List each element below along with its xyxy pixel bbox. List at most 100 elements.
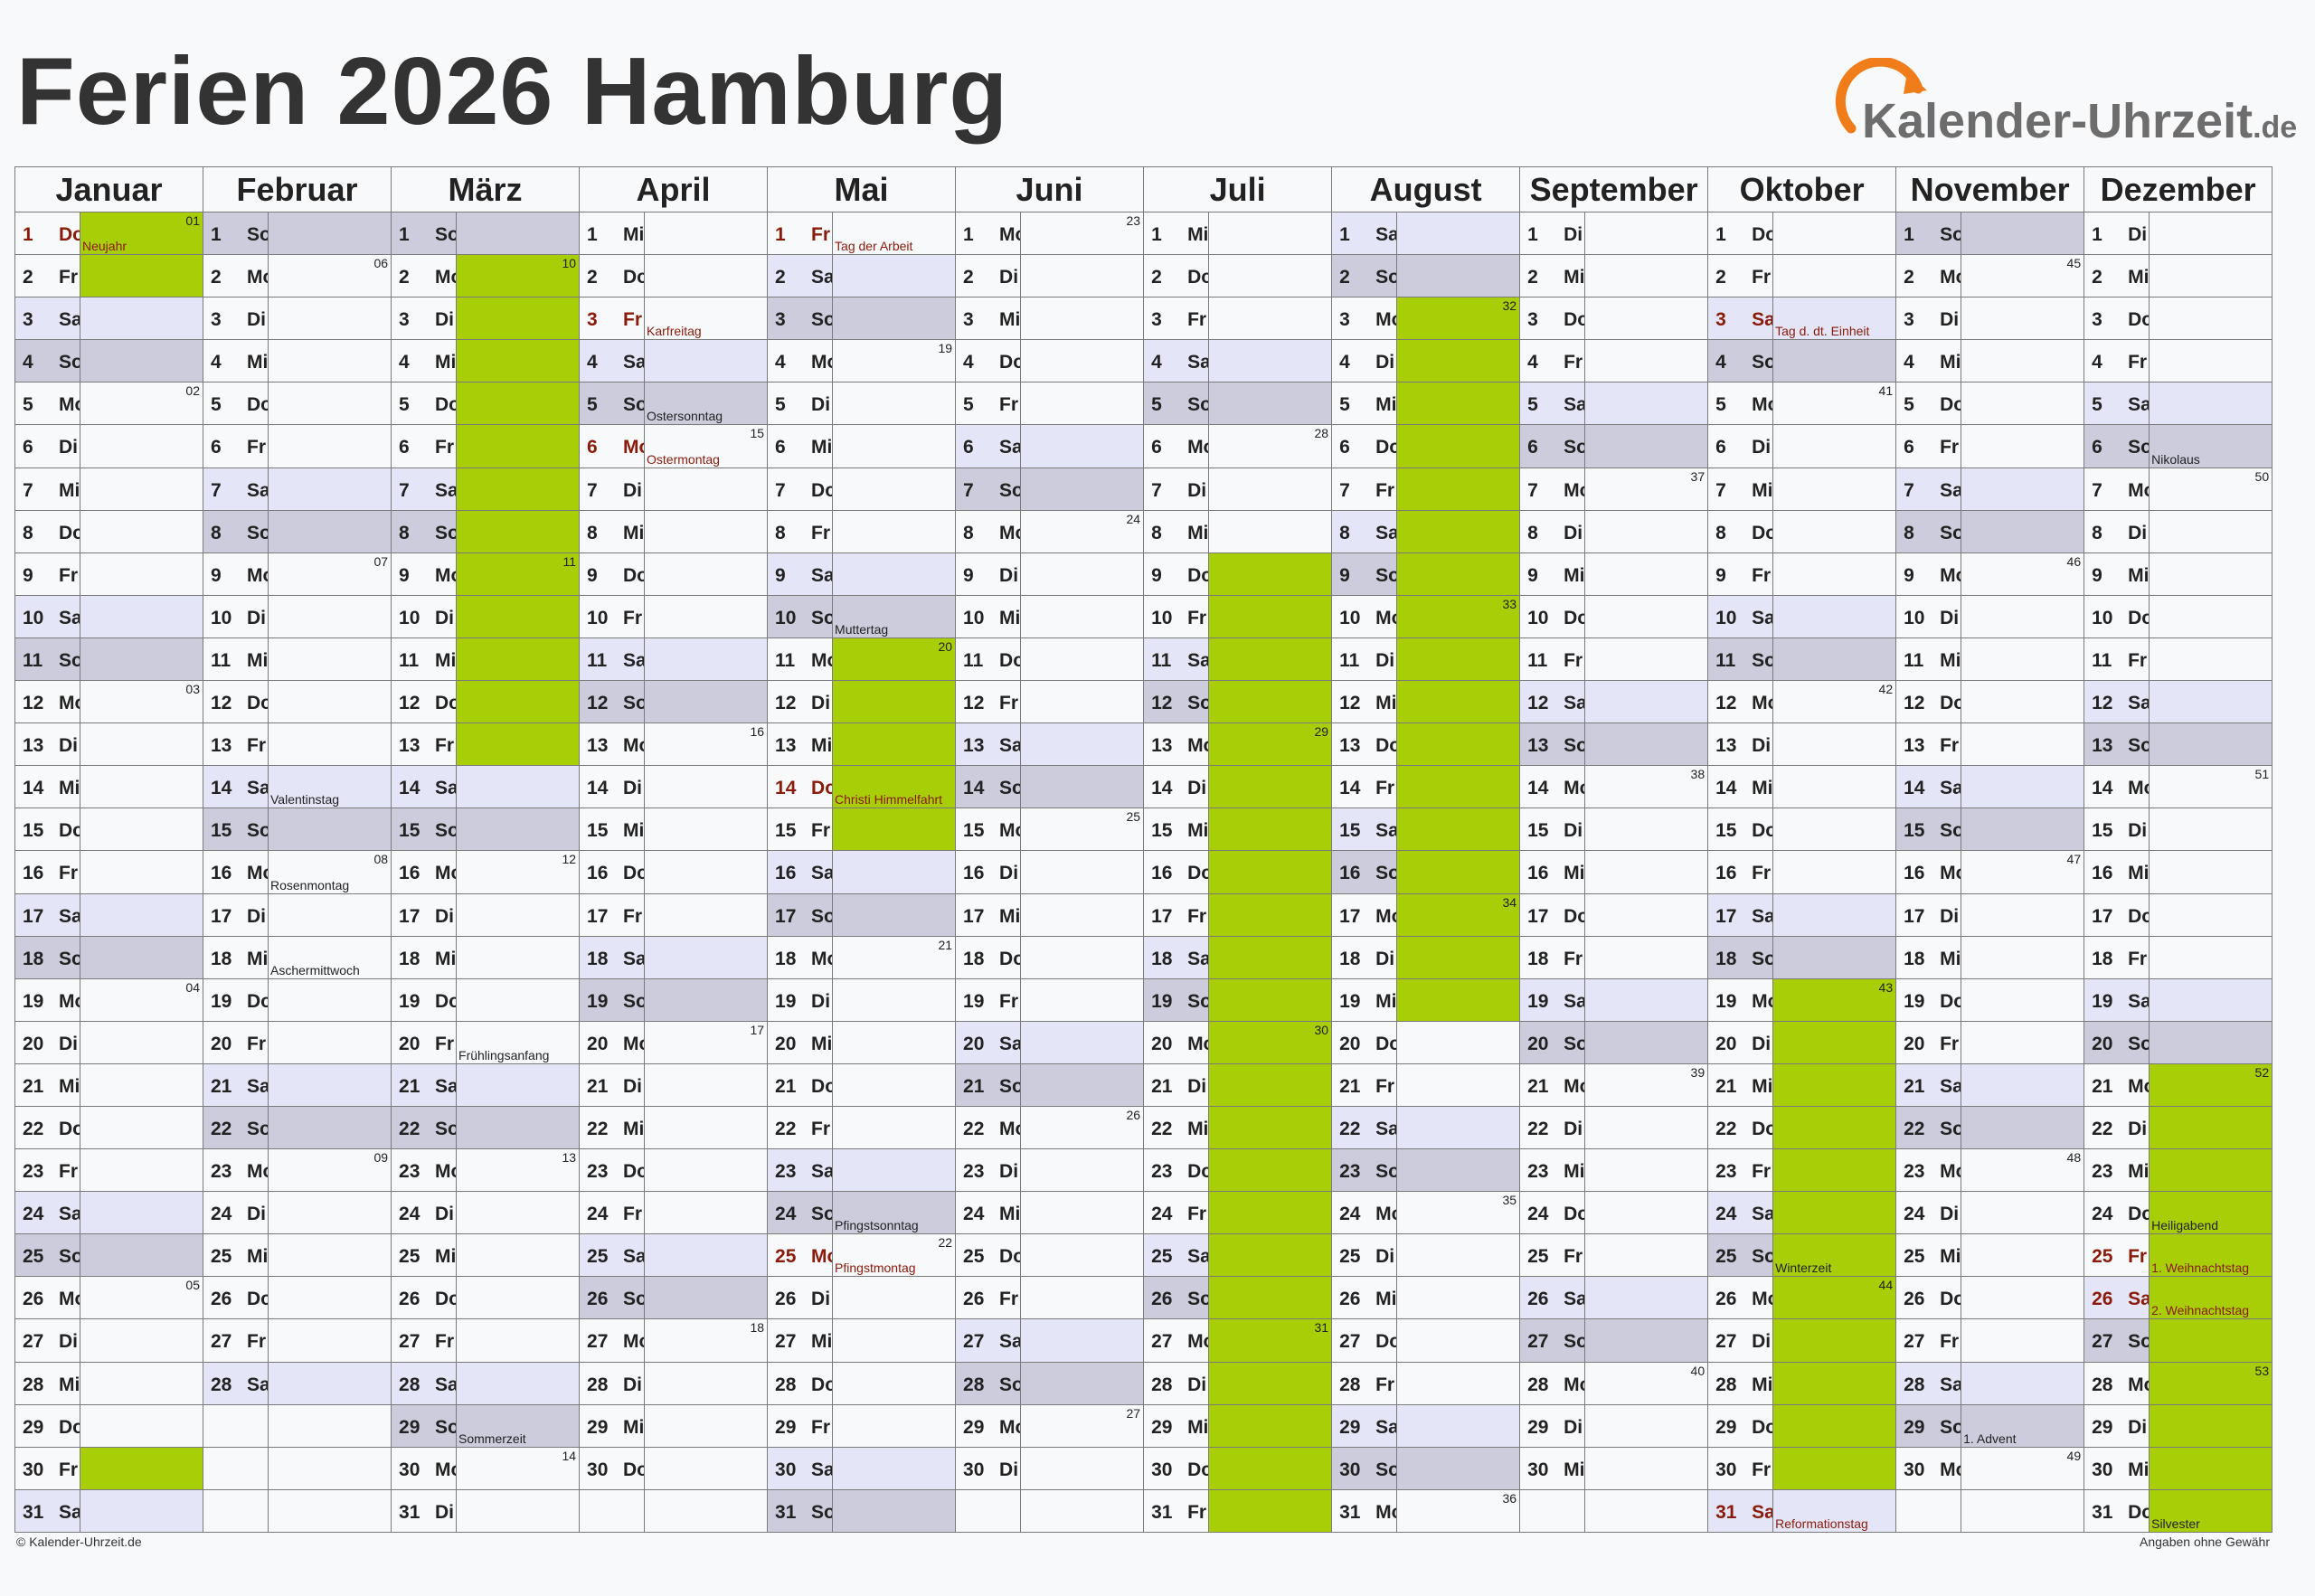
- day-cell[interactable]: 21 Sa: [203, 1062, 269, 1107]
- day-cell[interactable]: 15So: [1895, 807, 1962, 852]
- day-cell[interactable]: 15So: [203, 807, 269, 852]
- day-info-cell[interactable]: [1020, 1446, 1145, 1490]
- day-cell[interactable]: 29Do: [14, 1403, 80, 1448]
- day-info-cell[interactable]: [456, 339, 581, 383]
- day-info-cell[interactable]: 40: [1584, 1361, 1709, 1405]
- day-info-cell[interactable]: [1020, 977, 1145, 1022]
- day-cell[interactable]: 14Mo: [2084, 765, 2150, 809]
- day-cell[interactable]: 18So: [14, 935, 80, 979]
- day-info-cell[interactable]: [1961, 1318, 2085, 1363]
- day-info-cell[interactable]: [456, 1105, 581, 1150]
- day-info-cell[interactable]: 27: [1020, 1403, 1145, 1448]
- day-cell[interactable]: 14 Mi: [14, 765, 80, 809]
- day-cell[interactable]: 7So: [955, 467, 1022, 511]
- day-info-cell[interactable]: [1396, 1276, 1521, 1320]
- day-info-cell[interactable]: [832, 1488, 957, 1534]
- day-cell[interactable]: 14Mo: [1519, 765, 1586, 809]
- day-info-cell[interactable]: [2149, 1403, 2273, 1448]
- day-cell[interactable]: 23 Mi: [2084, 1148, 2150, 1193]
- day-cell[interactable]: 30Mo: [391, 1446, 458, 1490]
- day-cell[interactable]: 28 Mi: [1707, 1361, 1774, 1405]
- day-cell[interactable]: 6 Di: [1707, 424, 1774, 468]
- day-cell[interactable]: 27 Sa: [955, 1318, 1022, 1363]
- day-info-cell[interactable]: 03: [80, 680, 203, 724]
- day-info-cell[interactable]: 35: [1396, 1191, 1521, 1235]
- day-info-cell[interactable]: 13: [456, 1148, 581, 1193]
- day-info-cell[interactable]: [644, 594, 769, 638]
- day-cell[interactable]: 1So: [391, 211, 458, 256]
- day-info-cell[interactable]: [2149, 807, 2273, 852]
- day-info-cell[interactable]: [456, 680, 581, 724]
- day-cell[interactable]: 11 Fr: [1519, 637, 1586, 682]
- day-info-cell[interactable]: [2149, 254, 2273, 298]
- day-cell[interactable]: 5 Fr: [955, 382, 1022, 426]
- day-cell[interactable]: 30Do: [1143, 1446, 1210, 1490]
- day-info-cell[interactable]: [1772, 467, 1897, 511]
- day-cell[interactable]: 31 Di: [391, 1488, 458, 1534]
- day-cell[interactable]: 18 Sa: [1143, 935, 1210, 979]
- day-cell[interactable]: 26Do: [203, 1276, 269, 1320]
- day-info-cell[interactable]: [2149, 722, 2273, 767]
- day-cell[interactable]: 12 Mi: [1331, 680, 1398, 724]
- day-cell[interactable]: 6 Di: [14, 424, 80, 468]
- day-cell[interactable]: 3 Di: [391, 297, 458, 341]
- day-info-cell[interactable]: [1584, 1276, 1709, 1320]
- day-cell[interactable]: 9So: [1331, 552, 1398, 596]
- day-cell[interactable]: 7Mo: [2084, 467, 2150, 511]
- day-cell[interactable]: 11 Sa: [579, 637, 646, 682]
- day-cell[interactable]: 17 Sa: [14, 892, 80, 937]
- day-cell[interactable]: 30 Di: [955, 1446, 1022, 1490]
- day-info-cell[interactable]: [1584, 1318, 1709, 1363]
- day-info-cell[interactable]: 34: [1396, 892, 1521, 937]
- day-info-cell[interactable]: [2149, 977, 2273, 1022]
- day-cell[interactable]: 14 Sa: [1895, 765, 1962, 809]
- day-info-cell[interactable]: 25: [1020, 807, 1145, 852]
- day-cell[interactable]: 31 Sa: [14, 1488, 80, 1534]
- day-info-cell[interactable]: [267, 467, 392, 511]
- day-info-cell[interactable]: [644, 637, 769, 682]
- day-cell[interactable]: 30 Mi: [2084, 1446, 2150, 1490]
- day-cell[interactable]: 31Mo: [1331, 1488, 1398, 1534]
- day-cell[interactable]: 23 Sa: [767, 1148, 834, 1193]
- day-info-cell[interactable]: [1020, 1062, 1145, 1107]
- day-info-cell[interactable]: [1396, 765, 1521, 809]
- day-cell[interactable]: 15 Mi: [579, 807, 646, 852]
- day-info-cell[interactable]: [2149, 594, 2273, 638]
- day-cell[interactable]: 27 Fr: [391, 1318, 458, 1363]
- day-cell[interactable]: 15Do: [14, 807, 80, 852]
- day-cell[interactable]: 30 Mi: [1519, 1446, 1586, 1490]
- day-cell[interactable]: 26Do: [391, 1276, 458, 1320]
- day-info-cell[interactable]: [80, 1062, 203, 1107]
- day-cell[interactable]: 14 Sa: [203, 765, 269, 809]
- day-cell[interactable]: 11Do: [955, 637, 1022, 682]
- day-cell[interactable]: 13 Fr: [391, 722, 458, 767]
- day-cell[interactable]: 31So: [767, 1488, 834, 1534]
- day-info-cell[interactable]: [267, 594, 392, 638]
- day-info-cell[interactable]: [1208, 1446, 1333, 1490]
- day-info-cell[interactable]: [456, 765, 581, 809]
- day-info-cell[interactable]: [1961, 424, 2085, 468]
- day-cell[interactable]: 8Mo: [955, 509, 1022, 553]
- day-info-cell[interactable]: [832, 1020, 957, 1064]
- day-info-cell[interactable]: [1208, 594, 1333, 638]
- day-cell[interactable]: 19 Sa: [1519, 977, 1586, 1022]
- day-cell[interactable]: 3 Fr: [579, 297, 646, 341]
- day-cell[interactable]: 27 Fr: [203, 1318, 269, 1363]
- day-cell[interactable]: 9 Di: [955, 552, 1022, 596]
- day-info-cell[interactable]: [1584, 637, 1709, 682]
- day-info-cell[interactable]: [1208, 977, 1333, 1022]
- day-cell[interactable]: 18 Di: [1331, 935, 1398, 979]
- day-cell[interactable]: 25 Fr: [1519, 1233, 1586, 1278]
- day-cell[interactable]: 14 Sa: [391, 765, 458, 809]
- day-cell[interactable]: 16Mo: [1895, 850, 1962, 894]
- day-cell[interactable]: 2So: [1331, 254, 1398, 298]
- day-cell[interactable]: 15 Di: [2084, 807, 2150, 852]
- day-cell[interactable]: 29 Di: [2084, 1403, 2150, 1448]
- day-cell[interactable]: 11So: [1707, 637, 1774, 682]
- day-info-cell[interactable]: [644, 1062, 769, 1107]
- day-info-cell[interactable]: 41: [1772, 382, 1897, 426]
- day-cell[interactable]: 14 Di: [579, 765, 646, 809]
- day-info-cell[interactable]: [80, 552, 203, 596]
- day-cell[interactable]: 18 Fr: [1519, 935, 1586, 979]
- day-cell[interactable]: 17 Di: [391, 892, 458, 937]
